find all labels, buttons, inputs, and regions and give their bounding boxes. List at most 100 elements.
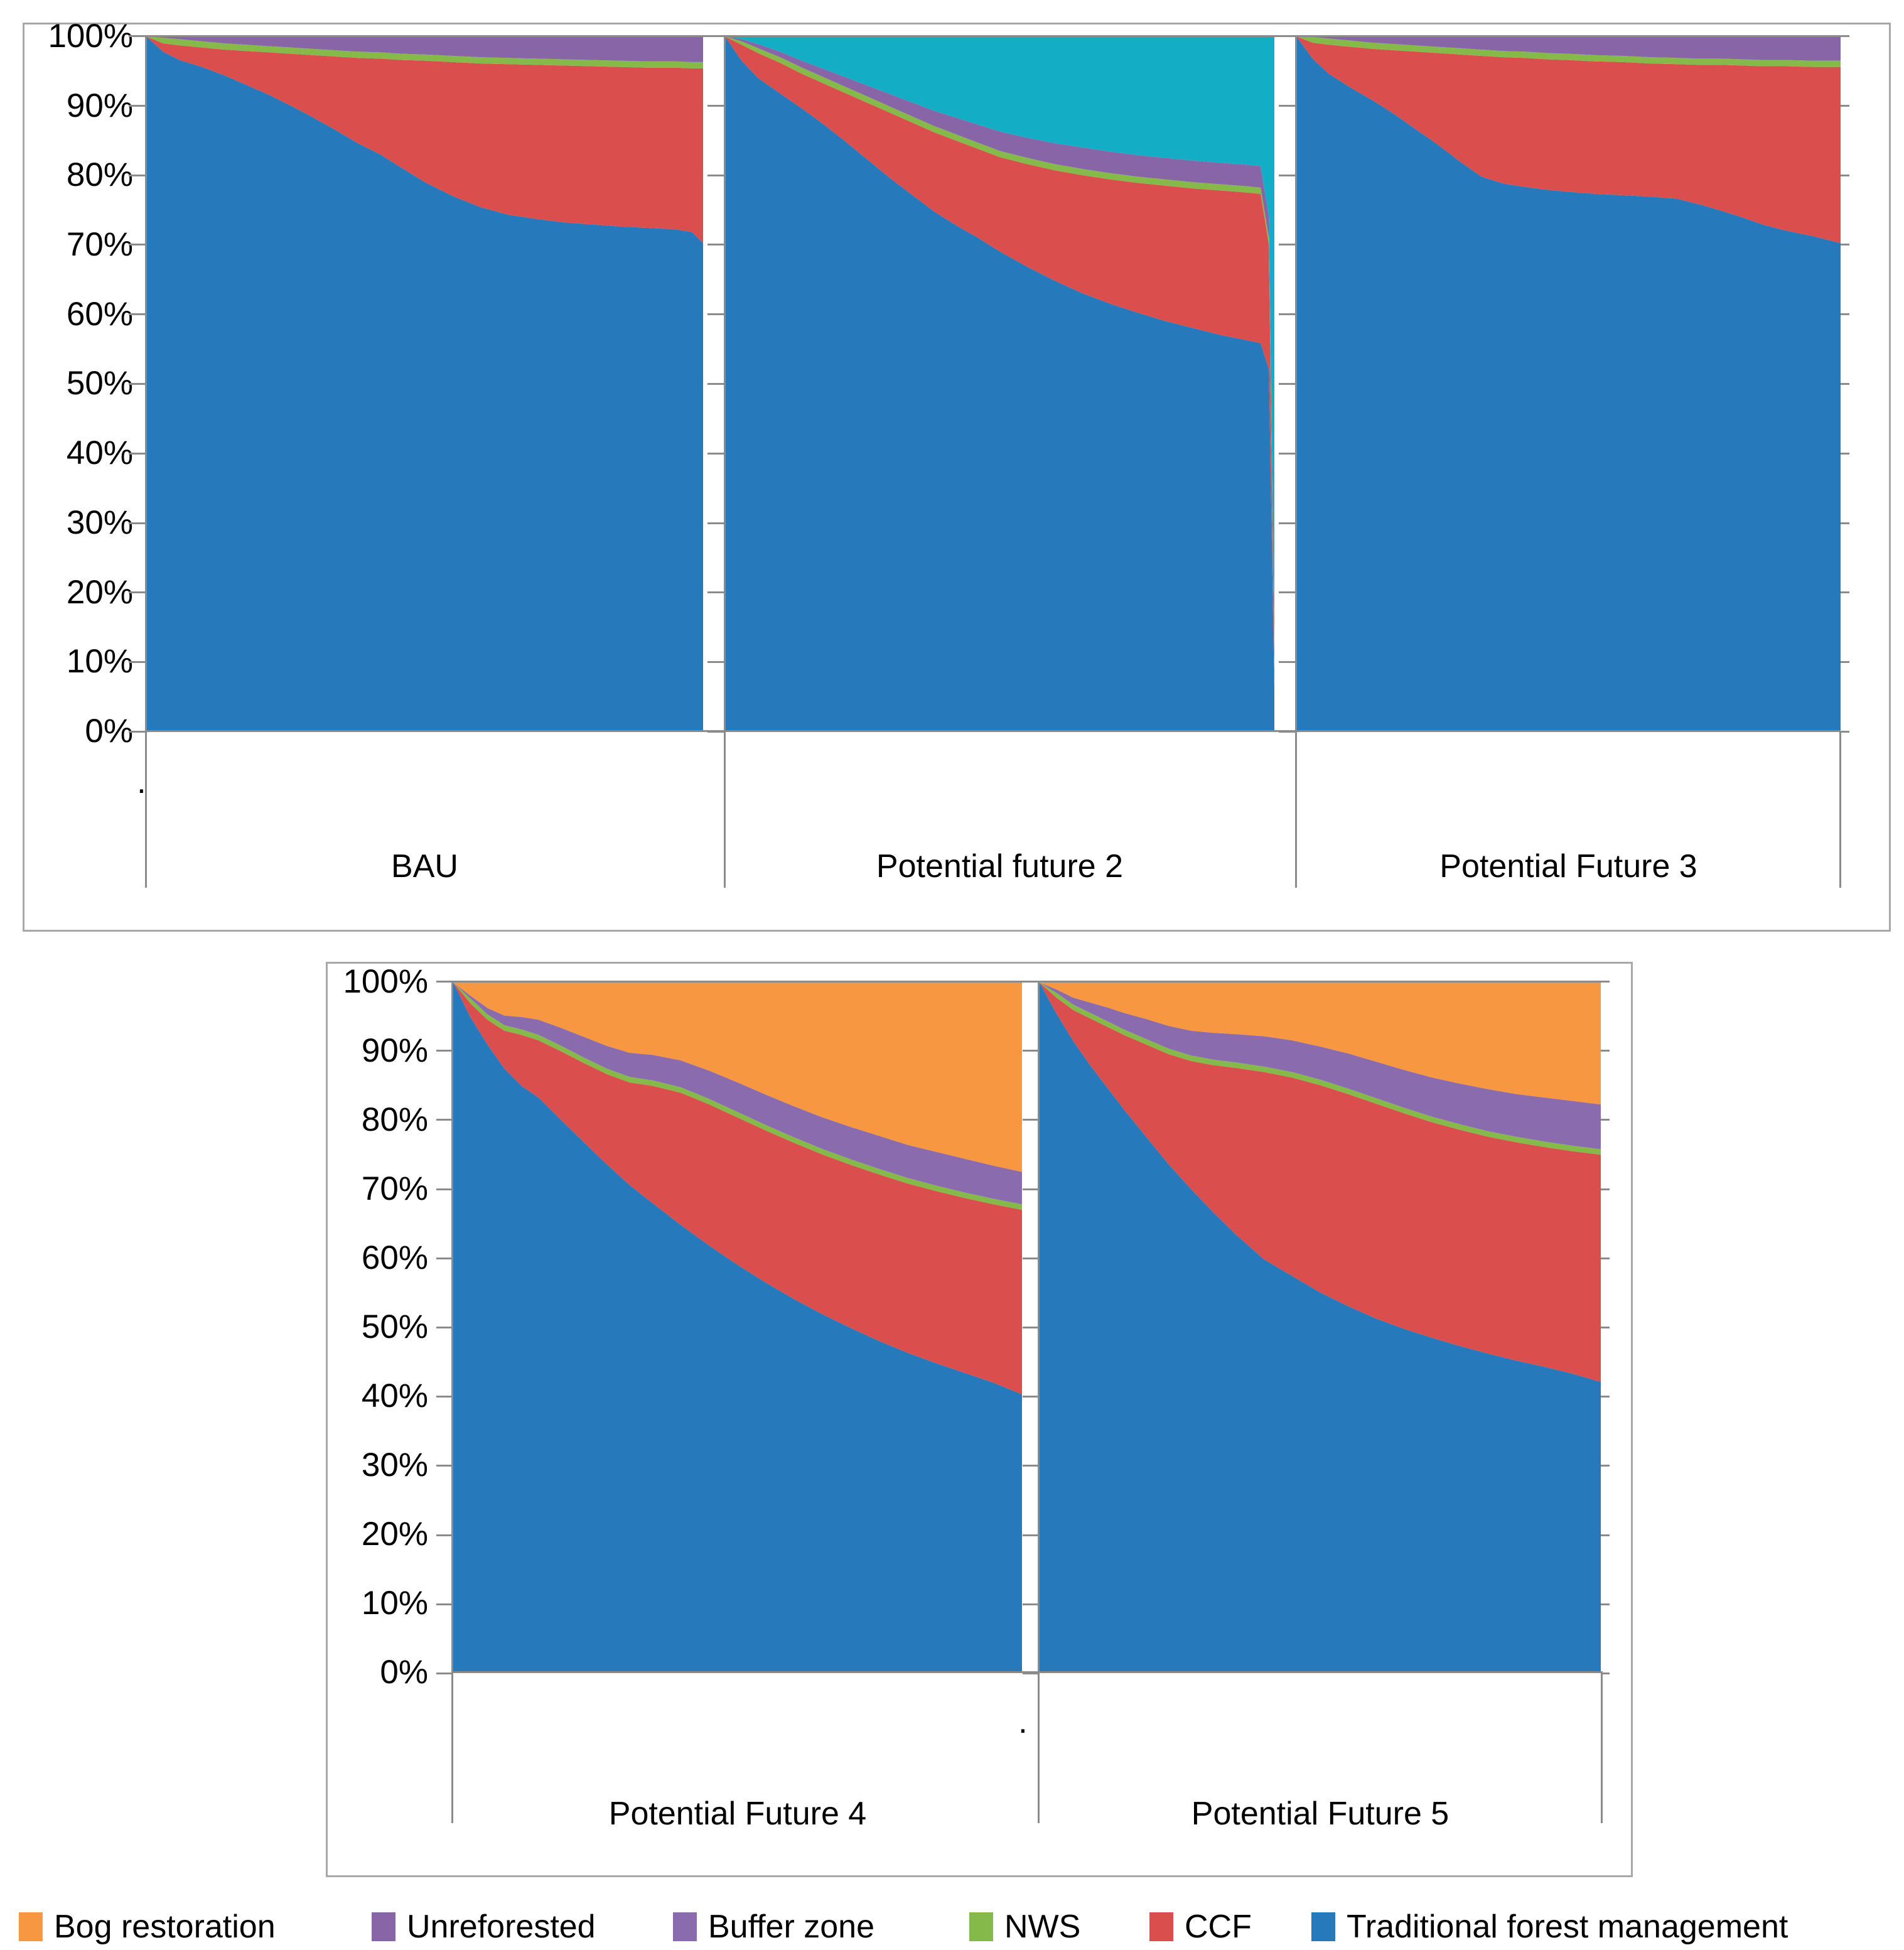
axis-tick-mark xyxy=(1023,1603,1039,1605)
legend-item-buffer-zone: Buffer zone xyxy=(673,1906,874,1947)
axis-tick-mark xyxy=(1279,313,1295,316)
y-axis-tick-label: 20% xyxy=(66,573,133,611)
y-axis-labels-top: 100% 90% 80% 70% 60% 50% 40% 30% 20% 10% 0% xyxy=(0,17,133,751)
axis-tick-mark xyxy=(1841,730,1849,733)
axis-tick-mark xyxy=(436,1326,453,1328)
axis-tick-mark xyxy=(707,313,724,316)
axis-tick-mark xyxy=(1841,522,1849,524)
axis-tick-mark xyxy=(1023,1257,1039,1259)
area-series-unreforested xyxy=(1296,36,1841,61)
legend-item-bog-restoration: Bog restoration xyxy=(19,1906,276,1947)
axis-tick-mark xyxy=(1279,661,1295,664)
y-axis-tick-label: 40% xyxy=(66,434,133,472)
axis-tick-mark xyxy=(707,174,724,176)
axis-tick-mark xyxy=(1841,104,1849,107)
area-chart-potential-future-3 xyxy=(1296,36,1841,730)
y-axis-tick-label: 50% xyxy=(66,365,133,402)
y-axis-tick-label: 30% xyxy=(361,1446,428,1484)
category-label-potential-future-5: Potential Future 5 xyxy=(1191,1796,1450,1832)
axis-tick-mark xyxy=(1023,1188,1039,1190)
axis-tick-mark xyxy=(1841,313,1849,316)
y-axis-ticks-pf2 xyxy=(707,35,724,733)
y-axis-ticks-pf5 xyxy=(1023,981,1039,1674)
y-axis-tick-label: 0% xyxy=(85,712,133,750)
axis-tick-mark xyxy=(1601,1603,1610,1605)
axis-tick-mark xyxy=(436,1119,453,1121)
area-series-tfm xyxy=(1296,36,1841,730)
y-axis-tick-label: 90% xyxy=(361,1032,428,1069)
y-axis-tick-label: 10% xyxy=(66,643,133,681)
y-axis-ticks-top-right xyxy=(1841,35,1849,733)
y-axis-tick-label: 20% xyxy=(361,1516,428,1553)
axis-tick-mark xyxy=(1279,244,1295,246)
area-series-bog_restoration xyxy=(1040,983,1601,1105)
area-series-nws xyxy=(146,36,703,68)
axis-tick-mark xyxy=(129,104,145,107)
axis-tick-mark xyxy=(1601,1672,1610,1674)
axis-tick-mark xyxy=(1601,1119,1610,1121)
axis-tick-mark xyxy=(1841,382,1849,385)
area-series-tfm xyxy=(725,36,1274,730)
area-series-tfm xyxy=(453,983,1022,1671)
y-axis-tick-label: 70% xyxy=(361,1170,428,1207)
y-axis-tick-label: 50% xyxy=(361,1308,428,1345)
legend-item-traditional-forest-management: Traditional forest management xyxy=(1311,1906,1788,1947)
axis-tick-mark xyxy=(436,1257,453,1259)
y-axis-tick-label: 100% xyxy=(343,963,428,1000)
area-series-ccf xyxy=(453,983,1022,1395)
axis-tick-mark xyxy=(1023,1050,1039,1052)
y-axis-tick-label: 10% xyxy=(361,1585,428,1622)
legend-swatch-bog-restoration-icon xyxy=(19,1912,43,1941)
axis-tick-mark xyxy=(1601,1050,1610,1052)
x-axis-line-top-panel xyxy=(145,730,1841,732)
area-series-ccf xyxy=(1040,983,1601,1382)
axis-tick-mark xyxy=(1601,1396,1610,1398)
y-axis-tick-label: 60% xyxy=(66,295,133,333)
category-label-bau: BAU xyxy=(391,848,458,885)
axis-tick-mark xyxy=(707,244,724,246)
legend-label-ccf: CCF xyxy=(1185,1909,1252,1945)
area-series-teal_unlabeled xyxy=(725,36,1274,647)
axis-tick-mark xyxy=(436,1534,453,1536)
plot-top-border-top-panel xyxy=(145,35,1841,37)
plot-top-border-bottom-panel xyxy=(453,981,1601,983)
axis-tick-mark xyxy=(707,661,724,664)
axis-tick-mark xyxy=(1023,1326,1039,1328)
y-axis-line-pf2 xyxy=(724,35,726,888)
axis-tick-mark xyxy=(1601,1257,1610,1259)
axis-tick-mark xyxy=(1601,1465,1610,1467)
axis-tick-mark xyxy=(1023,1119,1039,1121)
axis-tick-mark xyxy=(129,35,145,37)
y-axis-tick-label: 60% xyxy=(361,1239,428,1276)
area-chart-potential-future-5 xyxy=(1040,983,1601,1671)
y-axis-line-pf3 xyxy=(1295,35,1297,888)
axis-tick-mark xyxy=(436,1050,453,1052)
area-series-tfm xyxy=(146,36,703,730)
area-chart-bau xyxy=(146,36,703,730)
axis-tick-mark xyxy=(436,1603,453,1605)
legend: Bog restoration Unreforested Buffer zone… xyxy=(0,1906,1904,1947)
y-axis-ticks-bau xyxy=(129,35,145,733)
y-axis-tick-label: 40% xyxy=(361,1377,428,1414)
legend-item-unreforested: Unreforested xyxy=(372,1906,596,1947)
y-axis-ticks-bottom-right xyxy=(1601,981,1610,1674)
axis-tick-mark xyxy=(129,661,145,664)
area-series-bog_restoration xyxy=(453,983,1022,1172)
category-separator-bottom-right xyxy=(1601,1671,1603,1823)
axis-tick-mark xyxy=(1279,382,1295,385)
legend-label-traditional-forest-management: Traditional forest management xyxy=(1347,1909,1788,1945)
stray-dot-top: . xyxy=(137,763,146,800)
legend-label-unreforested: Unreforested xyxy=(407,1909,596,1945)
axis-tick-mark xyxy=(129,452,145,455)
area-series-tfm xyxy=(1040,983,1601,1671)
area-series-buffer_zone xyxy=(453,983,1022,1205)
axis-tick-mark xyxy=(1601,1326,1610,1328)
axis-tick-mark xyxy=(129,313,145,316)
y-axis-tick-label: 100% xyxy=(48,18,133,55)
y-axis-tick-label: 70% xyxy=(66,226,133,264)
legend-label-nws: NWS xyxy=(1004,1909,1081,1945)
category-label-potential-future-4: Potential Future 4 xyxy=(608,1796,867,1832)
y-axis-line-bau xyxy=(145,35,147,888)
legend-label-buffer-zone: Buffer zone xyxy=(708,1909,875,1945)
y-axis-line-pf5 xyxy=(1038,981,1040,1823)
